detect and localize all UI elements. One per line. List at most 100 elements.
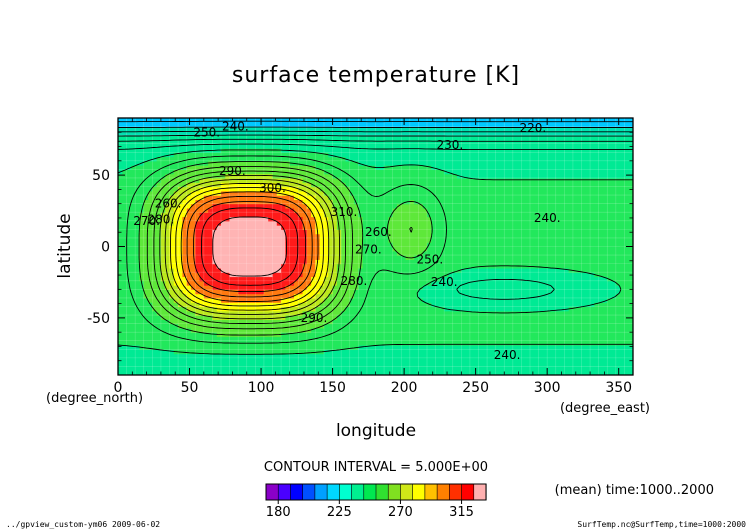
field-cell <box>358 267 364 273</box>
field-cell <box>152 233 158 239</box>
field-cell <box>268 135 274 141</box>
field-cell <box>439 122 445 128</box>
field-cell <box>263 246 269 252</box>
field-cell <box>199 272 205 278</box>
field-cell <box>165 259 171 265</box>
field-cell <box>143 233 149 239</box>
field-cell <box>130 233 136 239</box>
field-cell <box>405 370 411 375</box>
field-cell <box>122 199 128 205</box>
field-cell <box>328 190 334 196</box>
field-cell <box>298 160 304 166</box>
field-cell <box>414 212 420 218</box>
field-cell <box>414 195 420 200</box>
field-cell <box>212 327 218 333</box>
field-cell <box>345 297 351 303</box>
field-cell <box>371 242 377 248</box>
field-cell <box>384 323 389 329</box>
field-cell <box>358 130 364 136</box>
field-cell <box>238 225 244 230</box>
field-cell <box>268 276 274 282</box>
field-cell <box>371 237 377 243</box>
field-cell <box>435 349 441 355</box>
field-cell <box>422 340 428 346</box>
field-cell <box>118 186 123 192</box>
field-cell <box>160 272 166 278</box>
field-cell <box>182 233 188 239</box>
field-cell <box>302 280 308 286</box>
field-cell <box>229 122 235 128</box>
field-cell <box>332 118 338 123</box>
field-cell <box>306 370 312 375</box>
field-cell <box>208 315 214 320</box>
field-cell <box>173 165 179 170</box>
field-cell <box>324 220 329 226</box>
field-cell <box>233 156 239 162</box>
field-cell <box>178 263 183 269</box>
field-cell <box>452 203 458 209</box>
field-cell <box>195 366 201 372</box>
field-cell <box>199 199 205 205</box>
field-cell <box>208 216 214 222</box>
field-cell <box>469 259 475 265</box>
field-cell <box>384 237 389 243</box>
field-cell <box>255 216 261 222</box>
field-cell <box>143 165 149 170</box>
field-cell <box>268 165 274 170</box>
field-cell <box>272 276 278 282</box>
field-cell <box>126 186 132 192</box>
field-cell <box>285 118 291 123</box>
field-cell <box>345 220 351 226</box>
field-cell <box>366 237 372 243</box>
field-cell <box>444 340 450 346</box>
field-cell <box>182 156 188 162</box>
field-cell <box>165 345 171 350</box>
field-cell <box>452 122 458 128</box>
field-cell <box>422 255 428 260</box>
field-cell <box>354 173 359 179</box>
field-cell <box>148 310 153 316</box>
field-cell <box>272 263 278 269</box>
field-cell <box>156 186 162 192</box>
field-cell <box>242 203 248 209</box>
field-cell <box>186 156 192 162</box>
field-cell <box>388 366 394 372</box>
field-cell <box>208 199 214 205</box>
field-cell <box>276 212 282 218</box>
field-cell <box>306 297 312 303</box>
field-cell <box>375 302 381 308</box>
field-cell <box>461 250 467 256</box>
field-cell <box>311 267 317 273</box>
field-cell <box>212 177 218 183</box>
field-cell <box>448 289 454 295</box>
field-cell <box>375 276 381 282</box>
field-cell <box>379 143 385 149</box>
field-cell <box>422 186 428 192</box>
field-cell <box>126 332 132 338</box>
field-cell <box>238 143 244 149</box>
field-cell <box>289 130 295 136</box>
field-cell <box>233 229 239 235</box>
field-cell <box>212 340 218 346</box>
field-cell <box>435 186 441 192</box>
field-cell <box>332 263 338 269</box>
field-cell <box>302 207 308 213</box>
field-cell <box>208 250 214 256</box>
field-cell <box>225 250 231 256</box>
field-cell <box>311 310 317 316</box>
field-cell <box>439 242 445 248</box>
field-cell <box>246 362 252 368</box>
field-cell <box>156 207 162 213</box>
field-cell <box>379 319 385 325</box>
field-cell <box>465 302 471 308</box>
field-cell <box>306 207 312 213</box>
field-cell <box>362 319 368 325</box>
field-cell <box>285 370 291 375</box>
field-cell <box>148 362 153 368</box>
field-cell <box>349 340 355 346</box>
field-cell <box>281 340 286 346</box>
field-cell <box>182 293 188 299</box>
field-cell <box>465 272 471 278</box>
field-cell <box>431 190 437 196</box>
field-cell <box>251 267 256 273</box>
